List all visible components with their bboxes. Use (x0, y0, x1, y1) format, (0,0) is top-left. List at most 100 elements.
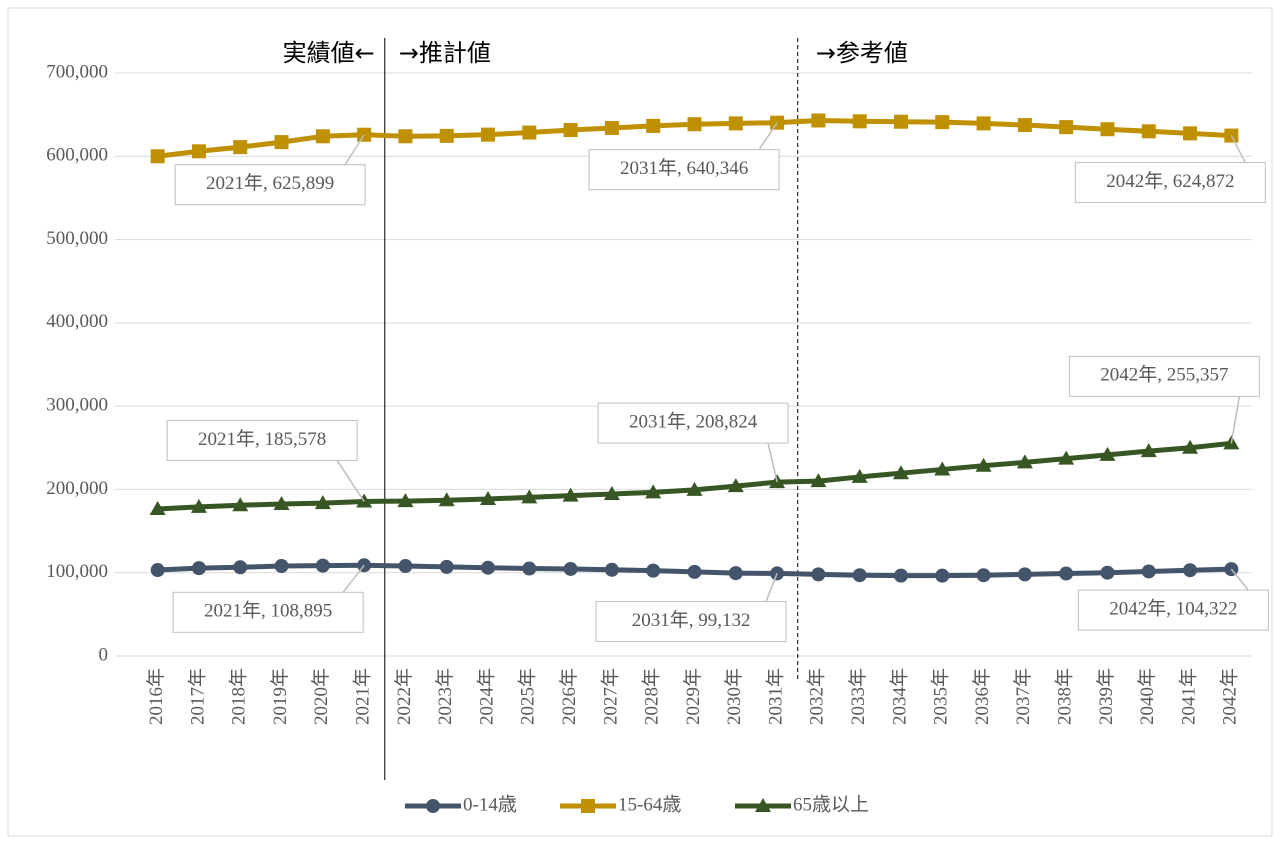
data-point (604, 120, 619, 135)
data-label: 2031年, 208,824 (629, 410, 758, 432)
data-label: 2021年, 625,899 (206, 172, 334, 194)
x-tick-label: 2033年 (847, 668, 869, 725)
x-tick-label: 2023年 (434, 668, 456, 725)
data-point (687, 117, 702, 132)
data-point (150, 563, 165, 578)
data-point (728, 116, 743, 131)
data-point (646, 563, 661, 578)
data-point (811, 113, 826, 128)
data-point (893, 114, 908, 129)
x-tick-label: 2025年 (517, 668, 539, 725)
data-point (274, 135, 289, 150)
data-point (314, 495, 331, 510)
legend-label: 0-14歳 (463, 793, 517, 815)
data-point (975, 457, 992, 472)
data-point (851, 468, 868, 483)
data-point (521, 489, 538, 504)
x-tick-label: 2016年 (145, 668, 167, 725)
x-tick-label: 2029年 (682, 668, 704, 725)
data-point (976, 568, 991, 583)
data-point (1017, 567, 1032, 582)
data-point (1017, 118, 1032, 133)
y-tick-label: 300,000 (46, 395, 108, 416)
data-point (398, 559, 413, 574)
data-label-box (1077, 589, 1269, 631)
legend-marker (581, 799, 595, 813)
data-point (934, 461, 951, 476)
leader-line (1230, 396, 1241, 444)
legend-marker (755, 798, 771, 812)
data-point (562, 487, 579, 502)
data-label: 2042年, 624,872 (1106, 170, 1234, 192)
data-point (563, 561, 578, 576)
legend-label: 65歳以上 (793, 793, 869, 815)
y-tick-label: 500,000 (46, 228, 108, 249)
data-point (190, 498, 207, 513)
data-point (687, 564, 702, 579)
x-tick-label: 2034年 (888, 668, 910, 725)
x-tick-label: 2040年 (1136, 668, 1158, 725)
data-point (1016, 454, 1033, 469)
data-point (1183, 563, 1198, 578)
x-tick-label: 2027年 (599, 668, 621, 725)
legend-label: 15-64歳 (618, 793, 681, 815)
data-point (315, 558, 330, 573)
data-point (604, 562, 619, 577)
leader-line (767, 442, 778, 483)
data-point (274, 559, 289, 574)
data-point (232, 497, 249, 512)
data-point (646, 118, 661, 133)
x-tick-label: 2017年 (186, 668, 208, 725)
data-point (439, 559, 454, 574)
data-point (935, 568, 950, 583)
data-point (150, 149, 165, 164)
data-point (480, 491, 497, 506)
annotation: →推計値 (399, 39, 491, 67)
data-point (686, 481, 703, 496)
data-label: 2042年, 104,322 (1109, 597, 1237, 619)
data-point (1100, 122, 1115, 137)
data-point (1100, 565, 1115, 580)
data-point (728, 566, 743, 581)
data-label-box (166, 419, 358, 461)
x-tick-label: 2037年 (1012, 668, 1034, 725)
data-point (976, 116, 991, 131)
data-point (398, 129, 413, 144)
data-point (811, 567, 826, 582)
data-point (935, 115, 950, 130)
x-tick-label: 2032年 (806, 668, 828, 725)
y-tick-label: 200,000 (46, 478, 108, 499)
data-label-box (1068, 355, 1260, 397)
x-tick-label: 2024年 (475, 668, 497, 725)
data-label: 2031年, 99,132 (632, 609, 751, 631)
data-point (522, 561, 537, 576)
x-tick-label: 2022年 (393, 668, 415, 725)
data-label-box (172, 591, 364, 633)
data-point (563, 123, 578, 138)
leader-line (1230, 135, 1247, 163)
data-label-box (174, 164, 366, 206)
data-point (603, 486, 620, 501)
x-tick-label: 2021年 (351, 668, 373, 725)
x-tick-label: 2030年 (723, 668, 745, 725)
x-tick-label: 2041年 (1177, 668, 1199, 725)
data-point (233, 560, 248, 575)
data-point (1059, 120, 1074, 135)
y-tick-label: 700,000 (46, 61, 108, 82)
data-point (191, 144, 206, 159)
x-tick-label: 2036年 (971, 668, 993, 725)
data-point (727, 478, 744, 493)
y-tick-label: 0 (99, 644, 109, 665)
data-label: 2042年, 255,357 (1100, 364, 1228, 386)
x-tick-label: 2038年 (1054, 668, 1076, 725)
data-point (315, 129, 330, 144)
x-tick-label: 2028年 (641, 668, 663, 725)
data-point (1140, 443, 1157, 458)
data-point (1183, 126, 1198, 141)
data-point (1141, 124, 1156, 139)
x-tick-label: 2019年 (269, 668, 291, 725)
data-point (1099, 446, 1116, 461)
data-point (191, 561, 206, 576)
x-tick-label: 2039年 (1095, 668, 1117, 725)
data-point (439, 128, 454, 143)
